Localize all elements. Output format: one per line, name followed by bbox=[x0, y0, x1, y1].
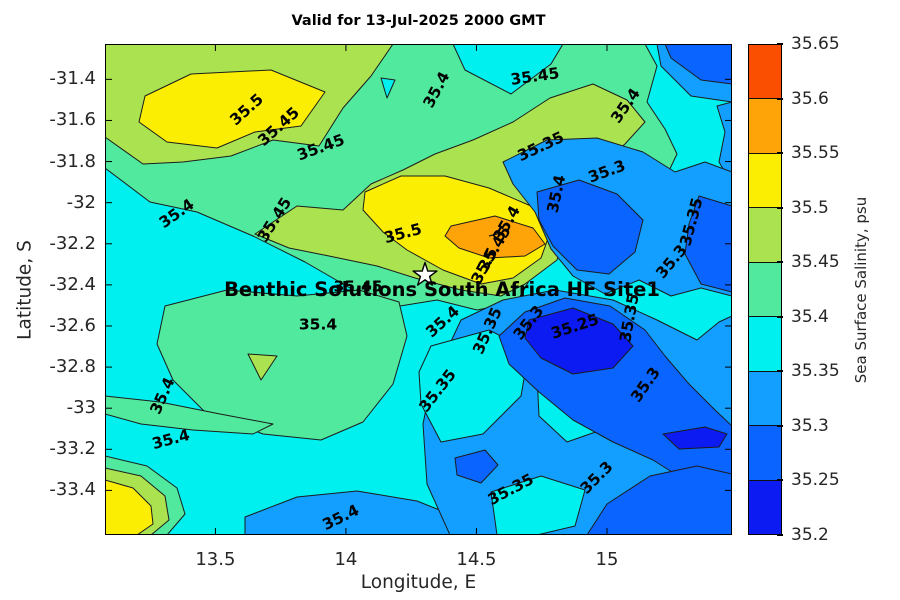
colorbar-tick-mark bbox=[777, 206, 783, 209]
site-star-icon bbox=[412, 261, 438, 286]
colorbar-label: Sea Surface Salinity, psu bbox=[852, 196, 870, 384]
contour-region bbox=[586, 465, 732, 535]
contour-region bbox=[490, 475, 586, 535]
y-tick-label: -31.8 bbox=[49, 150, 96, 172]
colorbar-segment bbox=[749, 261, 781, 317]
colorbar-tick-label: 35.25 bbox=[791, 470, 840, 491]
contour-region bbox=[105, 395, 274, 435]
colorbar-segment bbox=[749, 316, 781, 371]
colorbar-tick-mark bbox=[777, 97, 783, 100]
colorbar-tick-mark bbox=[777, 534, 783, 536]
colorbar-tick-label: 35.55 bbox=[791, 143, 840, 164]
contour-region bbox=[138, 69, 326, 149]
contour-region bbox=[156, 289, 408, 441]
colorbar-tick-mark bbox=[777, 315, 783, 318]
y-tick-label: -31.4 bbox=[49, 68, 96, 90]
contour-region bbox=[105, 479, 154, 535]
y-tick-label: -32.8 bbox=[49, 356, 96, 378]
site-label: Benthic Solutions South Africa HF Site1 bbox=[224, 278, 660, 301]
contour-region bbox=[536, 179, 644, 275]
y-tick-label: -32.2 bbox=[49, 232, 96, 254]
y-tick-label: -33.4 bbox=[49, 479, 96, 501]
contour-region bbox=[244, 490, 458, 535]
colorbar-tick-mark bbox=[777, 424, 783, 427]
contour-region bbox=[662, 426, 728, 450]
contour-region bbox=[247, 353, 278, 381]
colorbar-tick-mark bbox=[777, 261, 783, 264]
colorbar-tick-mark bbox=[777, 152, 783, 155]
contour-region bbox=[524, 307, 634, 375]
colorbar-tick-label: 35.35 bbox=[791, 361, 840, 382]
colorbar-segment bbox=[749, 98, 781, 153]
colorbar-tick-label: 35.3 bbox=[791, 415, 829, 436]
axes-box bbox=[105, 44, 732, 535]
colorbar-segment bbox=[749, 479, 781, 534]
colorbar-tick-label: 35.45 bbox=[791, 252, 840, 273]
x-tick-label: 14.5 bbox=[456, 549, 497, 570]
contour-region bbox=[664, 44, 732, 85]
contour-region bbox=[684, 195, 732, 293]
plot-title: Valid for 13-Jul-2025 2000 GMT bbox=[291, 13, 546, 29]
y-tick-label: -32 bbox=[66, 191, 96, 213]
colorbar-tick-mark bbox=[777, 370, 783, 373]
y-tick-label: -32.4 bbox=[49, 273, 96, 295]
contour-label: 35.4 bbox=[299, 316, 337, 334]
colorbar-tick-label: 35.65 bbox=[791, 34, 840, 54]
colorbar bbox=[748, 44, 782, 535]
y-tick-label: -33.2 bbox=[49, 438, 96, 460]
colorbar-tick-label: 35.6 bbox=[791, 88, 829, 109]
contour-region bbox=[454, 449, 499, 484]
y-tick-label: -31.6 bbox=[49, 109, 96, 131]
colorbar-segment bbox=[749, 370, 781, 426]
contour-region bbox=[380, 77, 396, 99]
y-tick-label: -33 bbox=[66, 397, 96, 419]
contour-map-area: 35.5 35.45 35.45 35.4 35.45 35.4 35.45 35.4 35.3… bbox=[105, 44, 732, 535]
colorbar-tick-label: 35.2 bbox=[791, 525, 829, 545]
colorbar-segment bbox=[749, 45, 781, 99]
colorbar-tick-label: 35.4 bbox=[791, 306, 829, 327]
x-axis-label: Longitude, E bbox=[360, 572, 477, 593]
colorbar-segment bbox=[749, 152, 781, 208]
contour-line bbox=[488, 232, 502, 237]
x-tick-label: 15 bbox=[595, 549, 619, 570]
x-tick-label: 14 bbox=[334, 549, 358, 570]
contour-label: 35.45 bbox=[333, 278, 382, 296]
colorbar-tick-mark bbox=[777, 43, 783, 45]
y-axis-label: Latitude, S bbox=[14, 240, 36, 340]
colorbar-tick-mark bbox=[777, 479, 783, 482]
colorbar-segment bbox=[749, 207, 781, 262]
contour-region bbox=[444, 215, 546, 259]
colorbar-tick-label: 35.5 bbox=[791, 197, 829, 218]
x-tick-label: 13.5 bbox=[195, 549, 236, 570]
colorbar-segment bbox=[749, 425, 781, 480]
y-tick-label: -32.6 bbox=[49, 314, 96, 336]
